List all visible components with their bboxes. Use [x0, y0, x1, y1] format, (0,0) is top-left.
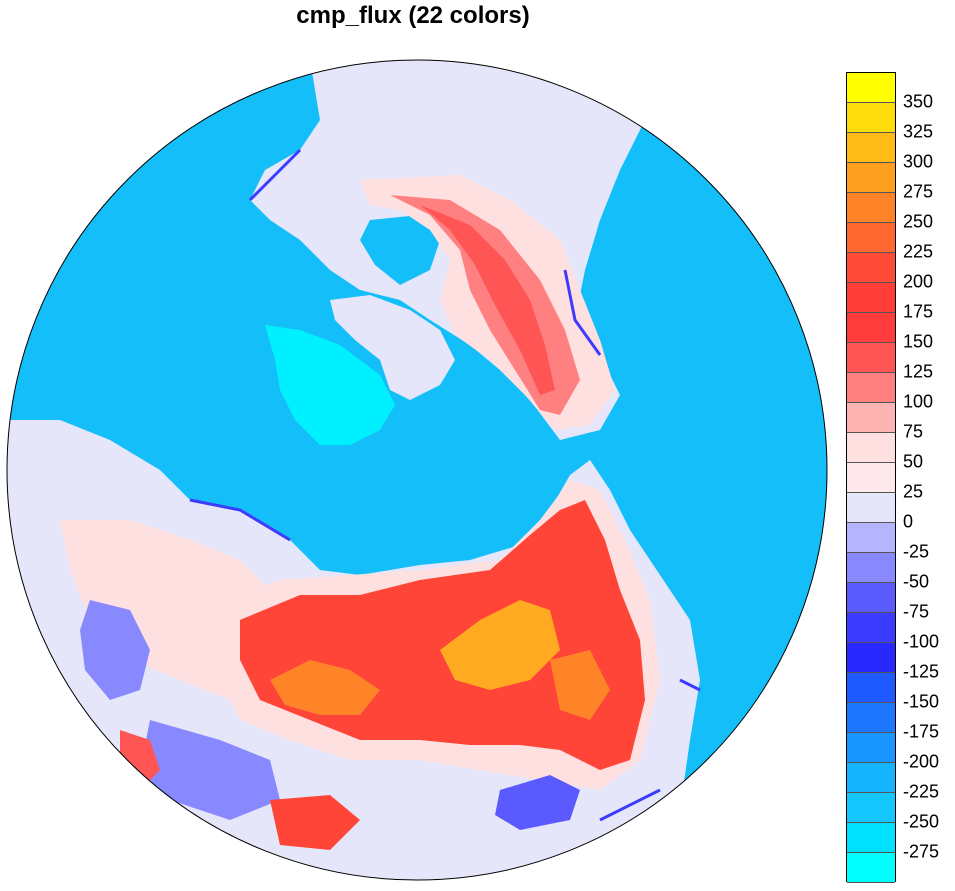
colorbar-swatch: [847, 223, 895, 253]
colorbar-swatch: [847, 103, 895, 133]
disc-boundary: [6, 59, 828, 881]
colorbar-swatch: [847, 283, 895, 313]
colorbar-label: 325: [903, 121, 934, 142]
north-america-flux-hot: [420, 205, 555, 395]
colorbar-swatch: [847, 793, 895, 823]
colorbar-label: -50: [903, 571, 930, 592]
colorbar-swatch: [847, 433, 895, 463]
polar-flux-map: [6, 59, 828, 881]
colorbar-swatch: [847, 823, 895, 853]
siberia-flux-hot-east: [550, 650, 610, 720]
colorbar-swatch: [847, 463, 895, 493]
colorbar-label: 50: [903, 451, 924, 472]
colorbar-swatch: [847, 313, 895, 343]
colorbar-label: -225: [903, 781, 940, 802]
colorbar-label: -200: [903, 751, 940, 772]
coastline-accents: [189, 148, 701, 822]
colorbar-swatch: [847, 853, 895, 883]
colorbar-swatch: [847, 763, 895, 793]
colorbar-label: 125: [903, 361, 934, 382]
colorbar-swatch: [847, 133, 895, 163]
colorbar-label: -150: [903, 691, 940, 712]
colorbar-label: 25: [903, 481, 924, 502]
colorbar-swatch: [847, 703, 895, 733]
south-red-patch: [270, 795, 360, 850]
colorbar-label: 75: [903, 421, 924, 442]
colorbar-label: 100: [903, 391, 934, 412]
colorbar-label: -175: [903, 721, 940, 742]
scandinavia-blue: [80, 600, 150, 700]
colorbar-swatch: [847, 73, 895, 103]
colorbar-label: 350: [903, 91, 934, 112]
southern-europe-blue: [140, 720, 280, 820]
colorbar-swatch: [847, 403, 895, 433]
colorbar-swatch: [847, 673, 895, 703]
colorbar-label: 200: [903, 271, 934, 292]
siberia-flux-hot-west: [270, 660, 380, 715]
colorbar-swatch: [847, 163, 895, 193]
colorbar-label: 0: [903, 511, 914, 532]
colorbar-label: 250: [903, 211, 934, 232]
colorbar-swatch: [847, 193, 895, 223]
colorbar-label: 225: [903, 241, 934, 262]
hudson-bay: [360, 215, 440, 285]
colorbar-label: -25: [903, 541, 930, 562]
greenland: [265, 325, 395, 445]
colorbar-swatch: [847, 613, 895, 643]
colorbar-swatch: [847, 493, 895, 523]
central-asia-blue: [495, 775, 580, 830]
colorbar-label: -100: [903, 631, 940, 652]
colorbar-label: -275: [903, 841, 940, 862]
map-title: cmp_flux (22 colors): [296, 2, 530, 29]
colorbar-label: 150: [903, 331, 934, 352]
colorbar-swatch: [847, 643, 895, 673]
colorbar-swatch: [847, 373, 895, 403]
colorbar-swatch: [847, 343, 895, 373]
colorbar-label: -250: [903, 811, 940, 832]
colorbar-swatch: [847, 553, 895, 583]
colorbar-label: -125: [903, 661, 940, 682]
colorbar-label: 175: [903, 301, 934, 322]
siberia-flux-hot-central: [440, 600, 560, 690]
colorbar-swatch: [847, 733, 895, 763]
colorbar-label: -75: [903, 601, 930, 622]
colorbar: [846, 72, 896, 883]
map-content: [7, 60, 827, 880]
colorbar-swatch: [847, 523, 895, 553]
colorbar-swatch: [847, 583, 895, 613]
arctic-archipelago: [330, 295, 455, 400]
colorbar-label: 275: [903, 181, 934, 202]
colorbar-label: 300: [903, 151, 934, 172]
colorbar-swatch: [847, 253, 895, 283]
